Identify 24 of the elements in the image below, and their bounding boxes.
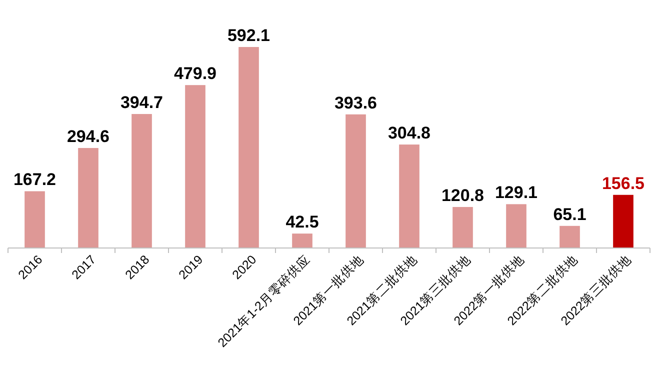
data-label: 393.6	[334, 93, 378, 112]
bar	[132, 114, 152, 248]
data-label: 120.8	[441, 186, 484, 205]
data-label: 167.2	[13, 170, 56, 190]
data-label: 394.7	[120, 93, 164, 112]
data-label: 479.9	[174, 64, 217, 84]
data-label: 42.5	[286, 212, 319, 232]
bar	[346, 114, 366, 248]
bar	[560, 226, 580, 248]
data-label: 129.1	[494, 183, 538, 202]
bar	[613, 194, 634, 248]
data-label: 65.1	[553, 204, 586, 224]
data-label: 592.1	[227, 26, 270, 45]
bar	[238, 47, 259, 248]
data-label: 156.5	[602, 174, 645, 193]
bar	[506, 204, 526, 248]
data-label: 304.8	[388, 124, 431, 143]
bar	[78, 148, 98, 248]
bar	[185, 85, 206, 248]
bar	[452, 206, 473, 248]
bar	[24, 191, 45, 248]
data-label: 294.6	[66, 126, 110, 146]
bar	[292, 234, 312, 248]
bar	[399, 144, 420, 248]
